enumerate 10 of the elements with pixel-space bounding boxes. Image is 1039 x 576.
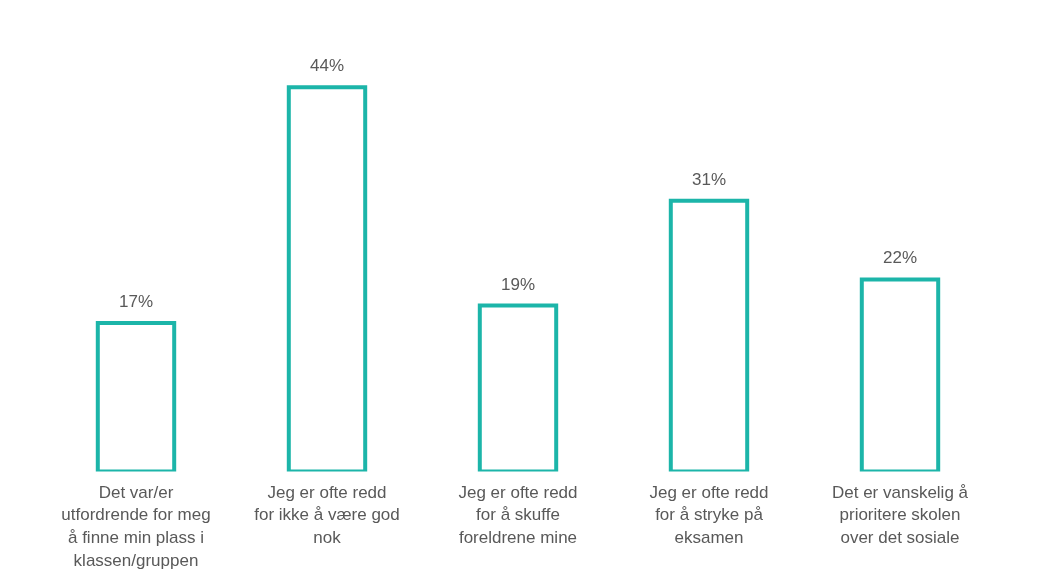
data-label: 22% bbox=[882, 248, 918, 268]
data-label: 17% bbox=[118, 292, 154, 312]
x-tick-label: Jeg er ofte redd for å skuffe foreldrene mine bbox=[458, 482, 578, 548]
x-tick-label: Det var/er utfordrende for meg å finne min plass i klassen/gruppen bbox=[61, 482, 211, 570]
x-tick-label: Det er vanskelig å prioritere skolen over det sosiale bbox=[831, 482, 969, 548]
data-label: 44% bbox=[309, 56, 345, 76]
data-label: 31% bbox=[691, 169, 727, 189]
data-label: 19% bbox=[500, 274, 536, 294]
x-tick-label: Jeg er ofte redd for ikke å være god nok bbox=[254, 482, 400, 548]
x-tick-label: Jeg er ofte redd for å stryke på eksamen bbox=[649, 482, 769, 548]
